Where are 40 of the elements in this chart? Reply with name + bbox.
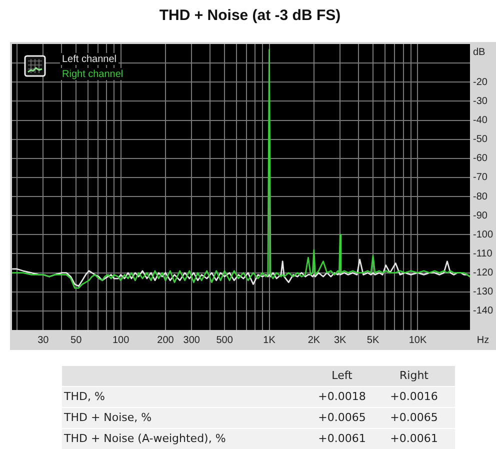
y-tick-label: -60	[473, 153, 488, 164]
y-tick-label: -100	[473, 229, 494, 240]
x-tick-label: 50	[70, 334, 82, 346]
x-tick-label: 1K	[263, 334, 276, 346]
text: THD + Noise (A-weighted), %	[64, 432, 226, 445]
x-tick-label: 10K	[408, 334, 427, 346]
y-tick-label: -140	[473, 306, 494, 317]
text: +0.0065	[389, 411, 439, 424]
y-axis-title: dB	[473, 46, 486, 58]
text: Right channel	[62, 68, 124, 80]
text: +0.0061	[317, 432, 367, 445]
x-tick-label: 5K	[366, 334, 380, 346]
text: +0.0061	[389, 432, 439, 445]
x-axis-title: Hz	[476, 334, 490, 346]
text: Left	[330, 369, 354, 382]
y-tick-label: -110	[473, 248, 493, 260]
legend-label: Left channel	[62, 54, 116, 65]
y-tick-label: -70	[473, 172, 488, 184]
x-tick-label: 3K	[334, 334, 347, 346]
text: THD + Noise, %	[64, 411, 152, 424]
text: +0.0018	[317, 390, 367, 403]
x-tick-label: 2K	[308, 334, 320, 346]
y-tick-label: -80	[473, 191, 488, 202]
x-tick-label: 100	[112, 334, 130, 346]
y-tick-label: -130	[473, 286, 494, 298]
y-tick-label: -30	[473, 96, 488, 107]
y-tick-label: -120	[473, 268, 494, 279]
x-tick-label: 30	[38, 334, 50, 346]
text: THD, %	[64, 390, 105, 403]
text: +0.0065	[317, 411, 367, 424]
y-tick-label: -50	[473, 134, 488, 146]
x-tick-label: 500	[216, 334, 234, 346]
y-tick-label: -40	[473, 115, 488, 126]
text: +0.0016	[389, 390, 439, 403]
y-tick-label: -90	[473, 210, 488, 222]
text: Right	[398, 369, 430, 382]
chart-title: THD + Noise (at -3 dB FS)	[158, 7, 342, 24]
x-tick-label: 200	[157, 334, 174, 346]
y-tick-label: -20	[473, 76, 488, 88]
x-tick-label: 300	[183, 334, 200, 346]
